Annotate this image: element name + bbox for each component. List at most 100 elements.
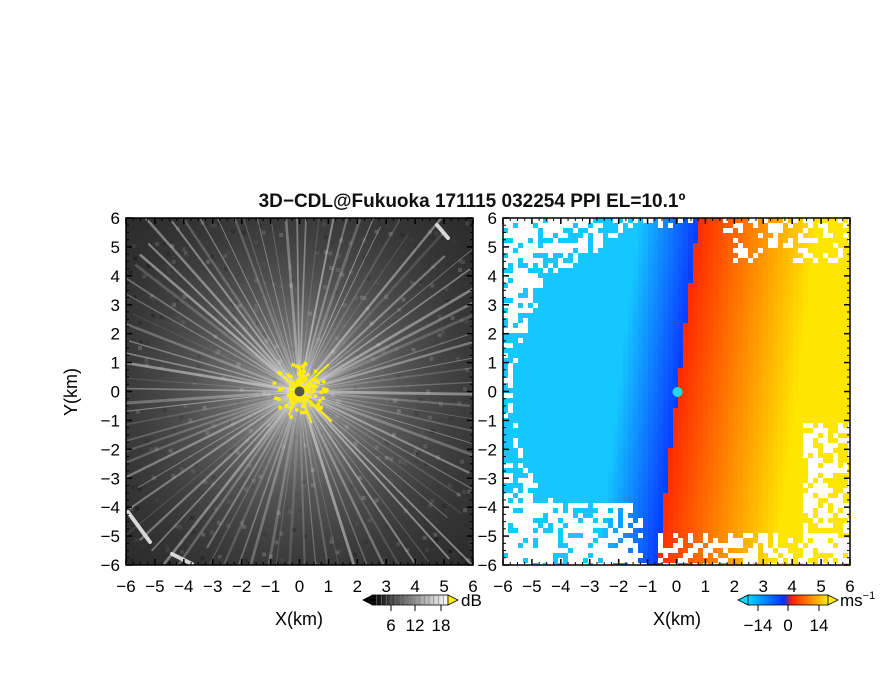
velocity-cell (708, 533, 713, 538)
velocity-cell (753, 493, 758, 498)
velocity-cell (798, 363, 803, 368)
velocity-cell (613, 383, 618, 388)
velocity-cell (743, 383, 748, 388)
velocity-cell (718, 228, 723, 233)
velocity-cell (733, 398, 738, 403)
velocity-cell (818, 373, 823, 378)
velocity-cell (653, 548, 658, 553)
velocity-cell (668, 553, 673, 558)
velocity-cell (843, 483, 848, 488)
velocity-cell (678, 513, 683, 518)
velocity-cell (548, 268, 553, 273)
velocity-cell (753, 233, 758, 238)
velocity-cell (748, 458, 753, 463)
velocity-cell (693, 413, 698, 418)
velocity-cell (648, 368, 653, 373)
velocity-cell (608, 388, 613, 393)
velocity-cell (688, 523, 693, 528)
velocity-cell (633, 493, 638, 498)
velocity-cell (533, 403, 538, 408)
velocity-cell (838, 453, 843, 458)
velocity-cell (823, 378, 828, 383)
velocity-cell (598, 558, 603, 563)
velocity-cell (758, 438, 763, 443)
velocity-cell (718, 253, 723, 258)
velocity-cell (768, 463, 773, 468)
velocity-cell (818, 318, 823, 323)
velocity-cell (813, 548, 818, 553)
velocity-cell (708, 483, 713, 488)
velocity-cell (623, 443, 628, 448)
velocity-cell (723, 518, 728, 523)
velocity-cell (558, 303, 563, 308)
velocity-cell (818, 453, 823, 458)
velocity-cell (688, 493, 693, 498)
velocity-cell (528, 463, 533, 468)
velocity-cell (568, 388, 573, 393)
velocity-cell (633, 293, 638, 298)
velocity-cell (583, 463, 588, 468)
velocity-cell (628, 273, 633, 278)
velocity-cell (813, 423, 818, 428)
velocity-cell (523, 458, 528, 463)
velocity-cell (518, 413, 523, 418)
velocity-cell (633, 283, 638, 288)
velocity-cell (518, 508, 523, 513)
velocity-cell (693, 453, 698, 458)
velocity-cell (783, 478, 788, 483)
velocity-cell (618, 473, 623, 478)
velocity-cell (518, 368, 523, 373)
velocity-cell (613, 288, 618, 293)
velocity-cell (668, 273, 673, 278)
velocity-cell (723, 478, 728, 483)
velocity-cell (533, 318, 538, 323)
velocity-cell (793, 413, 798, 418)
near-range-pixel (303, 386, 308, 390)
velocity-cell (623, 498, 628, 503)
velocity-cell (518, 353, 523, 358)
velocity-cell (558, 373, 563, 378)
velocity-cell (593, 518, 598, 523)
velocity-cell (708, 433, 713, 438)
velocity-cell (518, 403, 523, 408)
velocity-cell (688, 418, 693, 423)
velocity-cell (633, 408, 638, 413)
velocity-cell (828, 313, 833, 318)
velocity-cell (573, 473, 578, 478)
velocity-cell (548, 523, 553, 528)
velocity-cell (588, 233, 593, 238)
velocity-cell (678, 363, 683, 368)
velocity-cell (528, 468, 533, 473)
velocity-cell (553, 403, 558, 408)
velocity-cell (813, 493, 818, 498)
velocity-cell (823, 383, 828, 388)
velocity-cell (798, 273, 803, 278)
velocity-cell (628, 278, 633, 283)
velocity-cell (778, 523, 783, 528)
velocity-cell (628, 378, 633, 383)
velocity-cell (693, 428, 698, 433)
velocity-cell (683, 293, 688, 298)
velocity-cell (578, 233, 583, 238)
velocity-cell (658, 483, 663, 488)
velocity-cell (633, 528, 638, 533)
velocity-cell (733, 413, 738, 418)
velocity-cell (698, 248, 703, 253)
y-tick-label: −5 (101, 527, 120, 546)
velocity-cell (528, 418, 533, 423)
velocity-cell (798, 548, 803, 553)
velocity-cell (718, 443, 723, 448)
velocity-cell (563, 478, 568, 483)
velocity-cell (653, 223, 658, 228)
velocity-cell (843, 238, 848, 243)
velocity-cell (723, 563, 728, 565)
velocity-cell (788, 298, 793, 303)
velocity-cell (643, 338, 648, 343)
velocity-cell (828, 253, 833, 258)
velocity-cell (608, 298, 613, 303)
velocity-cell (738, 498, 743, 503)
velocity-cell (553, 413, 558, 418)
velocity-cell (793, 348, 798, 353)
velocity-cell (823, 323, 828, 328)
velocity-cell (803, 313, 808, 318)
